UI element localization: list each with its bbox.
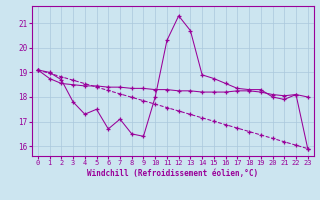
X-axis label: Windchill (Refroidissement éolien,°C): Windchill (Refroidissement éolien,°C) <box>87 169 258 178</box>
